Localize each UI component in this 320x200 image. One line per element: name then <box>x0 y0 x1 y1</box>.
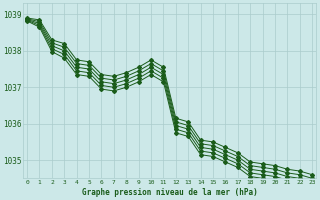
X-axis label: Graphe pression niveau de la mer (hPa): Graphe pression niveau de la mer (hPa) <box>82 188 258 197</box>
